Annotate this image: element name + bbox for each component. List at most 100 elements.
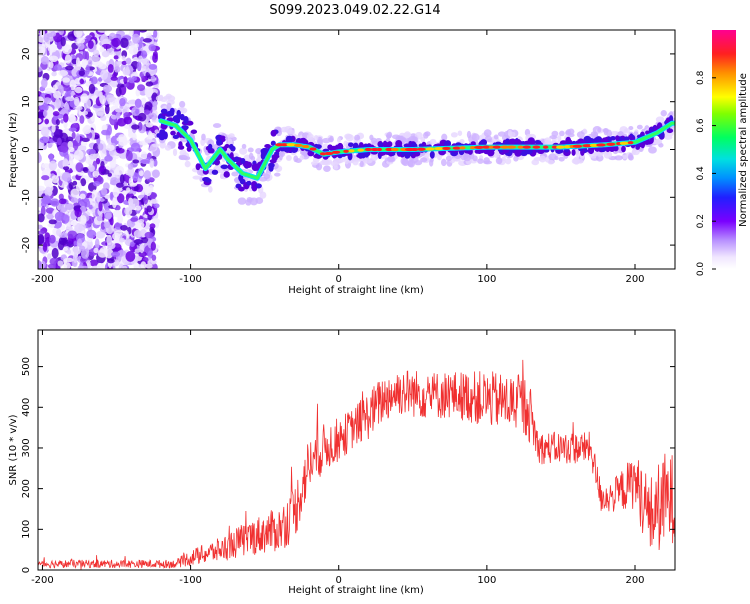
noise-blob — [79, 78, 85, 85]
snr-frame — [37, 329, 676, 571]
ridge-hotspot — [572, 144, 583, 148]
noise-blob — [70, 220, 76, 226]
ridge-hotspot — [385, 147, 394, 152]
noise-blob — [62, 77, 71, 83]
halo-blob — [201, 133, 206, 141]
ridge-blob — [228, 143, 234, 150]
noise-blob — [118, 139, 128, 147]
noise-blob — [96, 111, 105, 116]
halo-blob — [450, 132, 458, 138]
ridge-blob — [223, 171, 230, 178]
ridge-blob — [559, 140, 568, 146]
noise-blob — [80, 248, 90, 259]
halo-blob — [293, 155, 299, 163]
noise-blob — [139, 243, 145, 254]
ridge-blob — [268, 163, 274, 172]
noise-blob — [53, 90, 62, 99]
ridge-blob — [244, 161, 253, 169]
noise-blob — [38, 224, 43, 230]
colorbar-tick-label: 0.4 — [696, 166, 706, 181]
snr-axes: -200 -100 0 100 200 0 100 200 300 400 500 — [21, 330, 675, 586]
halo-blob — [441, 133, 448, 141]
ridge-blob — [238, 186, 245, 192]
noise-blob — [98, 93, 104, 103]
ridge-blob — [270, 129, 277, 137]
noise-blob — [101, 187, 108, 196]
halo-blob — [533, 157, 542, 162]
halo-blob — [559, 130, 565, 137]
ridge-blob — [615, 135, 620, 141]
noise-blob — [71, 122, 79, 129]
ridge-hotspot — [425, 147, 435, 151]
noise-blob — [145, 263, 153, 269]
noise-blob — [90, 129, 96, 141]
noise-blob — [151, 263, 158, 269]
noise-blob — [42, 195, 52, 204]
noise-blob — [140, 50, 148, 59]
noise-blob — [61, 171, 72, 182]
noise-blob — [50, 198, 60, 207]
ridge-hotspot — [469, 145, 476, 150]
noise-blob — [149, 223, 156, 229]
noise-blob — [85, 64, 90, 75]
noise-blob — [62, 246, 69, 252]
snr-series-line — [38, 359, 675, 570]
noise-blob — [47, 223, 56, 228]
noise-blob — [86, 229, 97, 239]
noise-blob — [38, 230, 45, 235]
noise-blob — [70, 197, 79, 204]
ridge-hotspot — [348, 149, 355, 153]
noise-blob — [116, 182, 124, 188]
halo-blob — [354, 134, 361, 141]
noise-blob — [104, 155, 113, 162]
spectrogram-ytick-label: -20 — [21, 237, 32, 253]
noise-blob — [151, 254, 157, 261]
halo-blob — [285, 155, 292, 161]
noise-blob — [63, 166, 70, 171]
noise-blob — [38, 66, 43, 73]
ridge-hotspot — [332, 150, 341, 154]
noise-blob — [75, 162, 84, 173]
halo-blob — [184, 160, 191, 168]
ridge-hotspot — [556, 145, 565, 149]
noise-blob — [79, 115, 85, 124]
ridge-hotspot — [343, 149, 349, 153]
noise-blob — [55, 229, 62, 237]
noise-blob — [104, 104, 110, 115]
snr-xlabel: Height of straight line (km) — [288, 585, 424, 596]
noise-blob — [101, 124, 108, 130]
noise-blob — [131, 75, 137, 82]
noise-blob — [149, 158, 155, 168]
halo-blob — [241, 143, 247, 149]
halo-blob — [228, 133, 235, 138]
ridge-blob — [290, 145, 299, 153]
noise-blob — [110, 76, 118, 81]
noise-blob — [100, 115, 107, 122]
noise-blob — [132, 159, 140, 164]
halo-blob — [576, 131, 585, 139]
noise-blob — [62, 158, 69, 167]
noise-blob — [116, 193, 125, 204]
colorbar-tick-label: 0.2 — [696, 214, 706, 228]
noise-blob — [121, 60, 127, 65]
spectrogram-ylabel: Frequency (Hz) — [8, 112, 19, 188]
halo-blob — [472, 155, 478, 162]
noise-blob — [135, 88, 141, 97]
noise-blob — [124, 207, 133, 216]
ridge-blob — [307, 150, 315, 157]
halo-blob — [567, 128, 575, 135]
ridge-hotspot — [596, 143, 606, 147]
colorbar-ticks: 0.0 0.2 0.4 0.6 0.8 — [696, 70, 716, 276]
noise-blob — [68, 181, 74, 190]
ridge-hotspot — [370, 147, 379, 152]
halo-blob — [420, 136, 426, 143]
snr-ylabel: SNR (10 * v/v) — [8, 414, 19, 485]
noise-blob — [150, 75, 156, 83]
noise-blob — [105, 248, 114, 259]
ridge-hotspot — [582, 144, 593, 148]
snr-xtick-label: 0 — [336, 575, 342, 586]
noise-blob — [136, 61, 142, 72]
noise-blob — [54, 98, 61, 110]
noise-blob — [130, 142, 141, 152]
ridge-blob — [612, 145, 619, 152]
